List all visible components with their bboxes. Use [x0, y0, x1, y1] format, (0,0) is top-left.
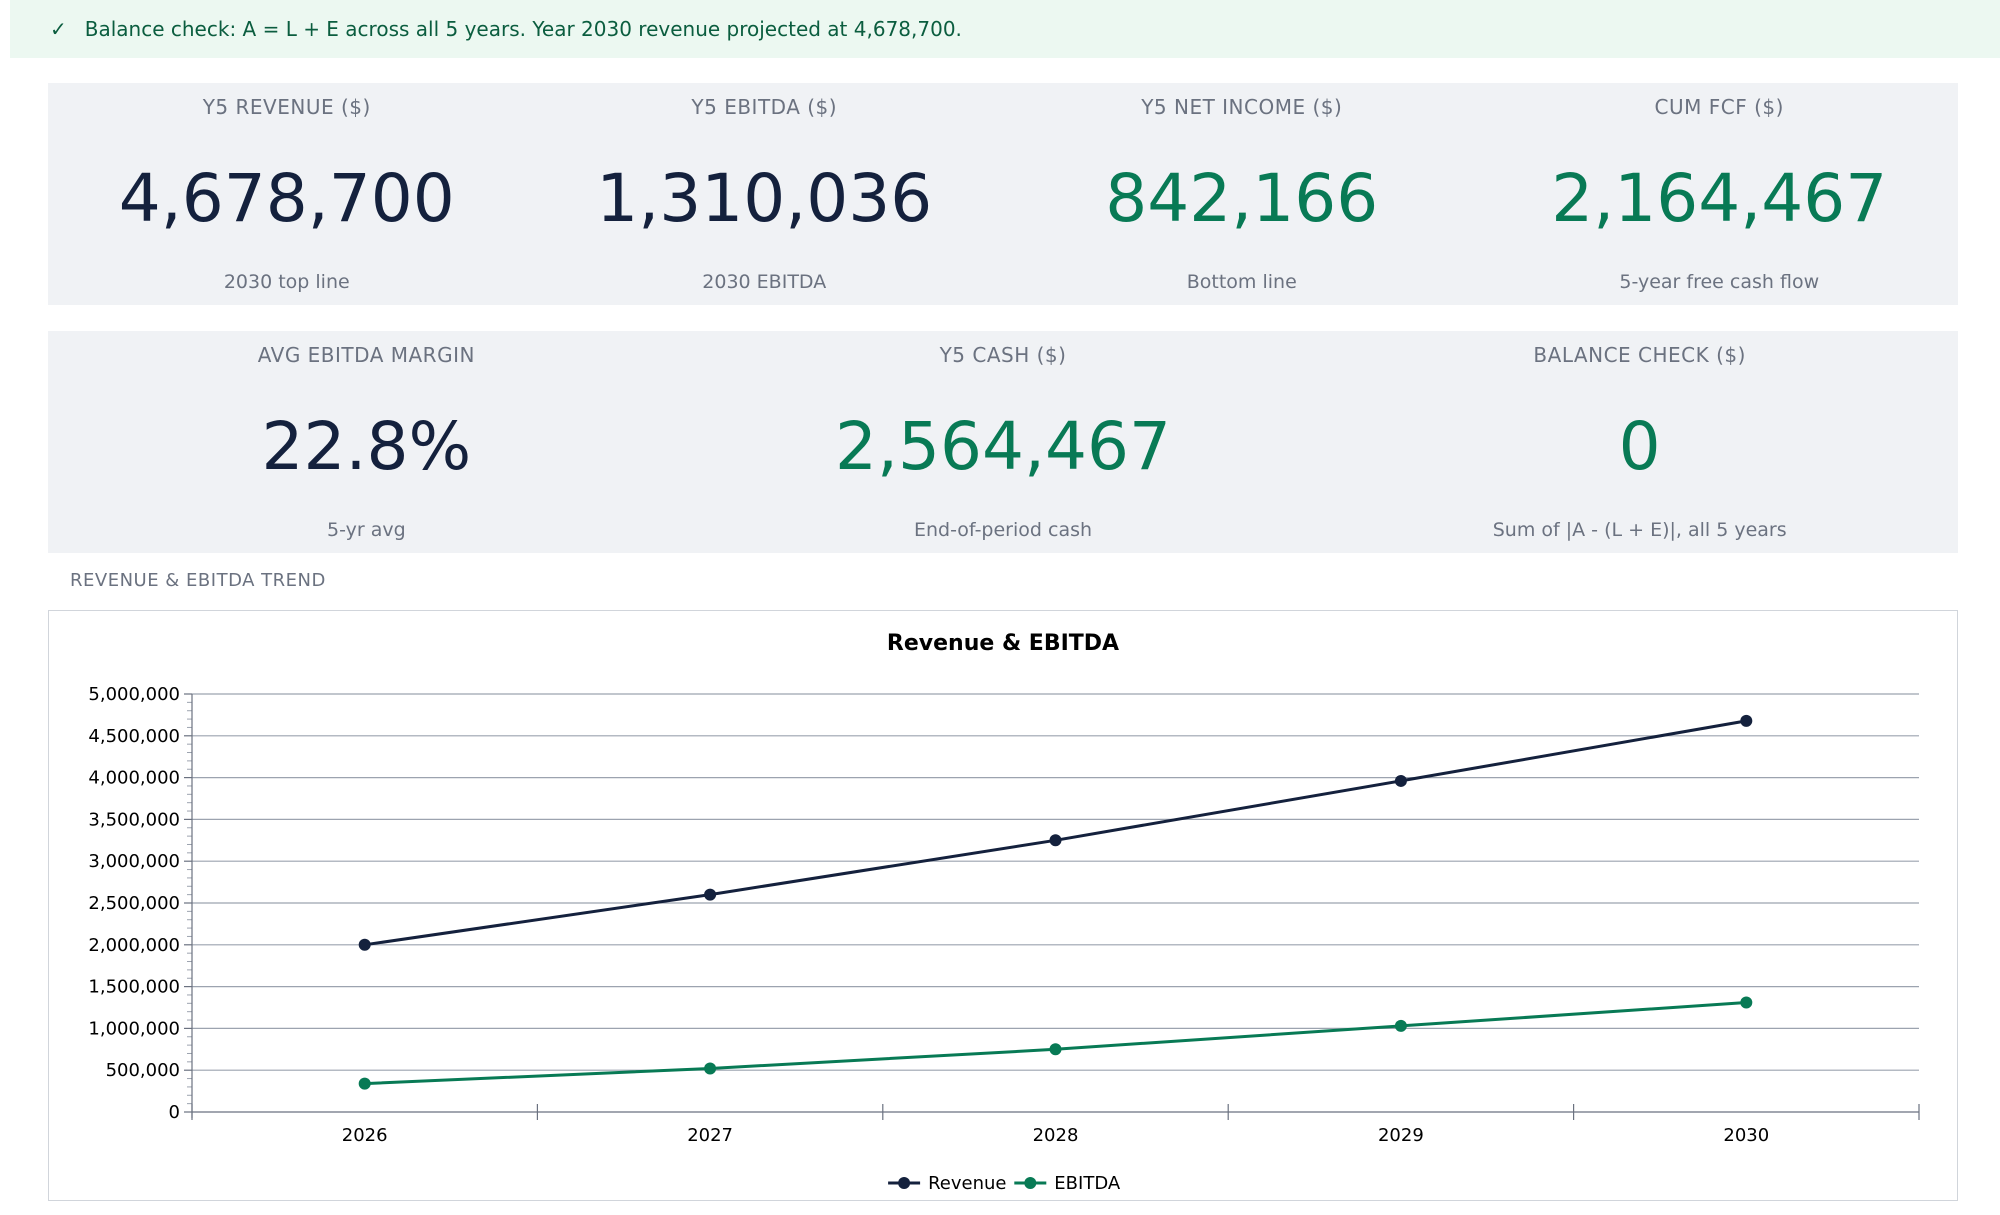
- data-point-revenue: [358, 938, 371, 951]
- x-tick-label: 2027: [687, 1125, 733, 1146]
- kpi-label: Y5 CASH ($): [939, 343, 1067, 367]
- y-tick-label: 0: [169, 1102, 180, 1123]
- data-point-ebitda: [704, 1062, 717, 1075]
- kpi-subtext: Bottom line: [1186, 271, 1297, 293]
- data-point-revenue: [1394, 774, 1407, 787]
- kpi-value: 842,166: [1105, 160, 1379, 237]
- kpi-subtext: 5-yr avg: [327, 519, 406, 541]
- y-tick-label: 1,500,000: [88, 977, 180, 998]
- kpi-label: CUM FCF ($): [1654, 95, 1784, 119]
- chart-gridlines: [192, 693, 1919, 1071]
- series-line-ebitda: [364, 1001, 1747, 1086]
- y-tick-label: 2,500,000: [88, 893, 180, 914]
- kpi-label: Y5 EBITDA ($): [691, 95, 838, 119]
- kpi-card-y5-revenue: Y5 REVENUE ($) 4,678,700 2030 top line: [48, 83, 526, 305]
- y-tick-label: 4,500,000: [88, 726, 180, 747]
- chart-series: [358, 714, 1753, 1090]
- chart-legend: Revenue EBITDA: [888, 1173, 1121, 1194]
- y-tick-label: 4,000,000: [88, 768, 180, 789]
- kpi-panel-primary: Y5 REVENUE ($) 4,678,700 2030 top line Y…: [48, 83, 1958, 305]
- y-tick-label: 3,500,000: [88, 809, 180, 830]
- kpi-value: 2,564,467: [835, 408, 1171, 485]
- section-title-trend: REVENUE & EBITDA TREND: [70, 570, 326, 591]
- kpi-subtext: 2030 EBITDA: [702, 271, 827, 293]
- kpi-subtext: 2030 top line: [223, 271, 350, 293]
- banner-text: Balance check: A = L + E across all 5 ye…: [84, 17, 962, 41]
- revenue-ebitda-chart: Revenue & EBITDA 0 500,000 1,000,000 1,500,…: [48, 610, 1958, 1201]
- y-tick-label: 500,000: [106, 1060, 180, 1081]
- x-tick-label: 2028: [1033, 1125, 1079, 1146]
- chart-title: Revenue & EBITDA: [887, 631, 1119, 656]
- data-point-ebitda: [1049, 1043, 1062, 1056]
- y-tick-label: 5,000,000: [88, 684, 180, 705]
- kpi-label: Y5 NET INCOME ($): [1141, 95, 1343, 119]
- x-tick-label: 2030: [1723, 1125, 1769, 1146]
- kpi-card-balance-check: BALANCE CHECK ($) 0 Sum of |A - (L + E)|…: [1321, 331, 1958, 553]
- kpi-panel-secondary: AVG EBITDA MARGIN 22.8% 5-yr avg Y5 CASH…: [48, 331, 1958, 553]
- kpi-label: BALANCE CHECK ($): [1533, 343, 1746, 367]
- kpi-subtext: Sum of |A - (L + E)|, all 5 years: [1492, 519, 1787, 541]
- kpi-value: 2,164,467: [1551, 160, 1888, 237]
- data-point-ebitda: [1740, 996, 1753, 1009]
- x-tick-label: 2029: [1378, 1125, 1424, 1146]
- y-tick-label: 1,000,000: [88, 1018, 180, 1039]
- kpi-card-y5-ebitda: Y5 EBITDA ($) 1,310,036 2030 EBITDA: [526, 83, 1004, 305]
- data-point-ebitda: [358, 1077, 371, 1090]
- kpi-label: AVG EBITDA MARGIN: [257, 343, 475, 367]
- kpi-value: 22.8%: [261, 408, 472, 485]
- data-point-revenue: [1049, 834, 1062, 847]
- kpi-card-y5-net-income: Y5 NET INCOME ($) 842,166 Bottom line: [1003, 83, 1481, 305]
- data-point-ebitda: [1394, 1019, 1407, 1032]
- legend-swatch-marker: [898, 1177, 911, 1189]
- status-banner: ✓ Balance check: A = L + E across all 5 …: [10, 0, 2000, 58]
- y-tick-label: 3,000,000: [88, 851, 180, 872]
- data-point-revenue: [1740, 714, 1753, 727]
- kpi-card-y5-cash: Y5 CASH ($) 2,564,467 End-of-period cash: [685, 331, 1322, 553]
- kpi-subtext: 5-year free cash flow: [1619, 271, 1820, 293]
- kpi-card-avg-ebitda-margin: AVG EBITDA MARGIN 22.8% 5-yr avg: [48, 331, 685, 553]
- kpi-value: 4,678,700: [118, 160, 455, 237]
- y-tick-label: 2,000,000: [88, 935, 180, 956]
- chart-canvas: Revenue & EBITDA 0 500,000 1,000,000 1,500,…: [88, 631, 1920, 1194]
- data-point-revenue: [704, 888, 717, 901]
- legend-label: EBITDA: [1054, 1173, 1121, 1194]
- legend-swatch-marker: [1024, 1177, 1037, 1189]
- kpi-value: 1,310,036: [596, 160, 933, 237]
- kpi-value: 0: [1618, 408, 1661, 485]
- kpi-subtext: End-of-period cash: [913, 519, 1093, 541]
- chart-axes: 0 500,000 1,000,000 1,500,000 2,000,000 2,500…: [88, 684, 1920, 1146]
- kpi-card-cum-fcf: CUM FCF ($) 2,164,467 5-year free cash f…: [1481, 83, 1959, 305]
- check-icon: ✓: [50, 17, 67, 41]
- kpi-label: Y5 REVENUE ($): [202, 95, 371, 119]
- series-line-revenue: [364, 719, 1747, 947]
- x-tick-label: 2026: [342, 1125, 388, 1146]
- legend-label: Revenue: [928, 1173, 1006, 1194]
